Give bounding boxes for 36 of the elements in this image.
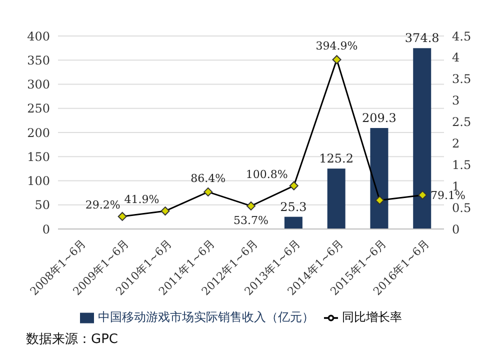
- y2-tick-label: 3.5: [452, 72, 472, 86]
- data-label: 374.8: [404, 31, 440, 46]
- y2-tick-label: 1.5: [452, 158, 472, 172]
- y2-tick-label: 2.5: [452, 115, 472, 130]
- data-label: 86.4%: [190, 172, 226, 185]
- y-tick-label: 0: [42, 222, 50, 236]
- y-tick-label: 150: [27, 150, 50, 164]
- y2-tick-label: 4: [452, 50, 460, 65]
- y-tick-label: 100: [27, 174, 50, 188]
- y-tick-label: 350: [27, 53, 50, 68]
- data-label: 100.8%: [246, 168, 288, 181]
- y-tick-label: 250: [27, 102, 50, 116]
- data-label: 209.3: [362, 111, 396, 126]
- data-label: 29.2%: [85, 198, 120, 212]
- data-label: 394.9%: [316, 40, 358, 53]
- y2-tick-label: 4.5: [452, 29, 472, 44]
- source-note: 数据来源：GPC: [26, 331, 118, 348]
- data-label: 25.3: [280, 200, 307, 214]
- legend-label: 同比增长率: [342, 310, 402, 324]
- y2-tick-label: 3: [452, 94, 460, 108]
- bar: [284, 216, 302, 229]
- data-label: 53.7%: [234, 214, 268, 227]
- y-tick-label: 400: [27, 29, 50, 44]
- y2-tick-label: 0.5: [452, 200, 472, 215]
- bar: [413, 48, 432, 229]
- y-tick-label: 50: [34, 198, 50, 212]
- y2-tick-label: 0: [452, 222, 460, 236]
- data-label: 79.1%: [430, 189, 466, 202]
- data-label: 125.2: [319, 152, 354, 166]
- y2-tick-label: 2: [452, 136, 460, 150]
- y-tick-label: 300: [27, 78, 50, 92]
- bar: [327, 168, 346, 229]
- bar: [370, 128, 388, 229]
- legend-label: 中国移动游戏市场实际销售收入（亿元）: [98, 310, 314, 324]
- data-label: 41.9%: [124, 193, 160, 206]
- y-tick-label: 200: [27, 126, 50, 140]
